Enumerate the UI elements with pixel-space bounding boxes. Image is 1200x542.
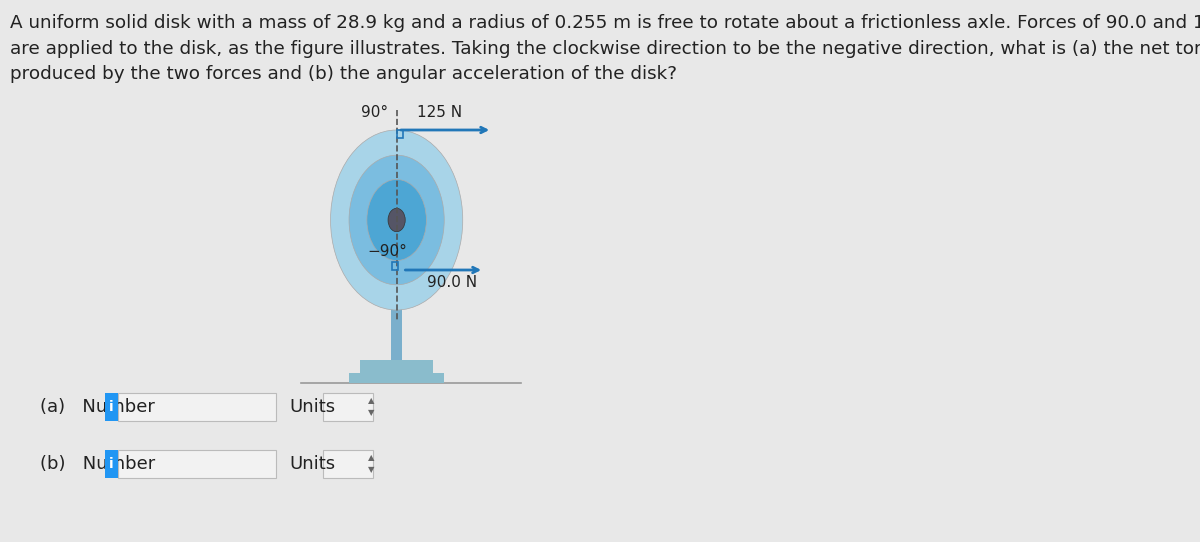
Text: 90°: 90° <box>361 105 389 120</box>
FancyBboxPatch shape <box>106 393 119 421</box>
Text: 90.0 N: 90.0 N <box>427 275 478 290</box>
Text: −90°: −90° <box>367 244 407 259</box>
Text: ▲: ▲ <box>368 397 374 405</box>
FancyBboxPatch shape <box>323 393 373 421</box>
Text: i: i <box>109 457 114 471</box>
Text: ▼: ▼ <box>368 466 374 474</box>
FancyBboxPatch shape <box>360 360 433 376</box>
Text: (a)   Number: (a) Number <box>41 398 155 416</box>
Circle shape <box>349 155 444 285</box>
Text: i: i <box>109 400 114 414</box>
FancyBboxPatch shape <box>106 450 119 478</box>
FancyBboxPatch shape <box>323 450 373 478</box>
Text: ▼: ▼ <box>368 409 374 417</box>
Text: Units: Units <box>289 398 336 416</box>
Text: A uniform solid disk with a mass of 28.9 kg and a radius of 0.255 m is free to r: A uniform solid disk with a mass of 28.9… <box>11 14 1200 83</box>
Text: 125 N: 125 N <box>418 105 462 120</box>
FancyBboxPatch shape <box>119 393 276 421</box>
Text: (b)   Number: (b) Number <box>41 455 156 473</box>
FancyBboxPatch shape <box>119 450 276 478</box>
Circle shape <box>367 179 426 261</box>
FancyBboxPatch shape <box>349 373 444 383</box>
Text: ▲: ▲ <box>368 454 374 462</box>
Text: Units: Units <box>289 455 336 473</box>
Circle shape <box>330 130 463 310</box>
FancyBboxPatch shape <box>391 210 402 365</box>
Circle shape <box>388 208 406 231</box>
